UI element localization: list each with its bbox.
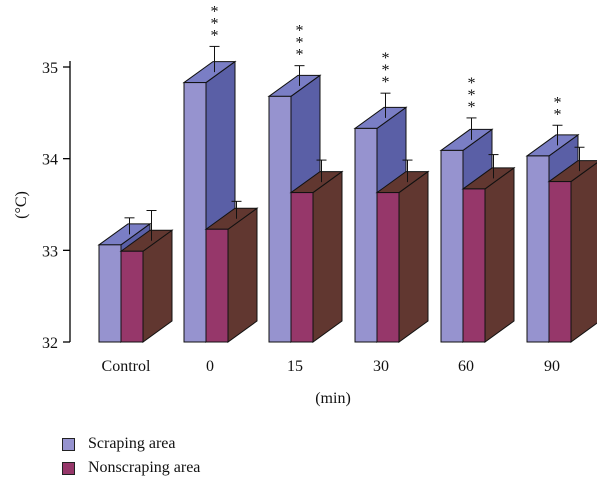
bar-front-face: [268, 95, 292, 343]
x-tick-label: 0: [206, 358, 214, 375]
significance-star: *: [211, 15, 219, 32]
x-axis-label: (min): [315, 390, 351, 407]
significance-star: *: [211, 27, 219, 44]
x-tick-label: 30: [373, 358, 389, 375]
bars: *** *** *** *** **: [97, 3, 597, 343]
legend-swatch-nonscraping: [62, 461, 75, 475]
bar-front-face: [290, 192, 314, 343]
y-axis-label: (°C): [13, 191, 30, 219]
significance-star: *: [296, 47, 304, 64]
legend-swatch-scraping: [62, 437, 75, 451]
significance-star: *: [296, 35, 304, 52]
y-tick-label: 32: [42, 335, 58, 352]
bar-front-face: [183, 82, 207, 343]
bar-front-face: [376, 192, 400, 343]
bar: [547, 160, 597, 343]
bar: [289, 170, 344, 343]
axes: 32 33 34 35 Control 0 15 30 60 90: [42, 60, 560, 375]
significance-star: *: [382, 62, 390, 79]
significance-star: *: [296, 23, 304, 40]
bar-side-face: [570, 162, 597, 343]
bar-front-face: [205, 228, 229, 343]
significance-star: *: [211, 3, 219, 20]
bar-front-face: [354, 127, 378, 343]
bar-side-face: [398, 170, 429, 343]
legend: Scraping area Nonscraping area: [62, 432, 200, 480]
x-tick-label: 15: [287, 358, 303, 375]
bar: [461, 166, 516, 343]
bar-side-face: [227, 207, 258, 343]
bar-front-face: [440, 149, 464, 343]
significance-star: *: [468, 99, 476, 116]
bar-front-face: [98, 244, 122, 343]
x-tick-label: 90: [544, 358, 560, 375]
significance-star: *: [382, 74, 390, 91]
bar-side-face: [484, 166, 515, 343]
y-tick-label: 34: [42, 152, 58, 169]
bar-side-face: [312, 170, 343, 343]
bar: [119, 229, 174, 343]
bar-front-face: [526, 155, 550, 343]
significance-star: *: [382, 50, 390, 67]
significance-star: *: [468, 75, 476, 92]
y-tick-label: 35: [42, 60, 58, 77]
bar-front-face: [462, 188, 486, 343]
legend-label-nonscraping: Nonscraping area: [88, 459, 201, 476]
significance-star: *: [468, 87, 476, 104]
bar: [204, 207, 259, 343]
legend-item-nonscraping: Nonscraping area: [62, 456, 200, 480]
bar: [375, 170, 430, 343]
legend-label-scraping: Scraping area: [88, 435, 176, 452]
legend-item-scraping: Scraping area: [62, 432, 200, 456]
bar-front-face: [120, 250, 144, 343]
x-tick-label: Control: [102, 358, 151, 375]
bar-front-face: [548, 181, 572, 343]
axis-labels: (°C) (min): [13, 191, 351, 407]
significance-star: *: [554, 106, 562, 123]
y-tick-label: 33: [42, 243, 58, 260]
x-tick-label: 60: [458, 358, 474, 375]
significance-star: *: [554, 94, 562, 111]
